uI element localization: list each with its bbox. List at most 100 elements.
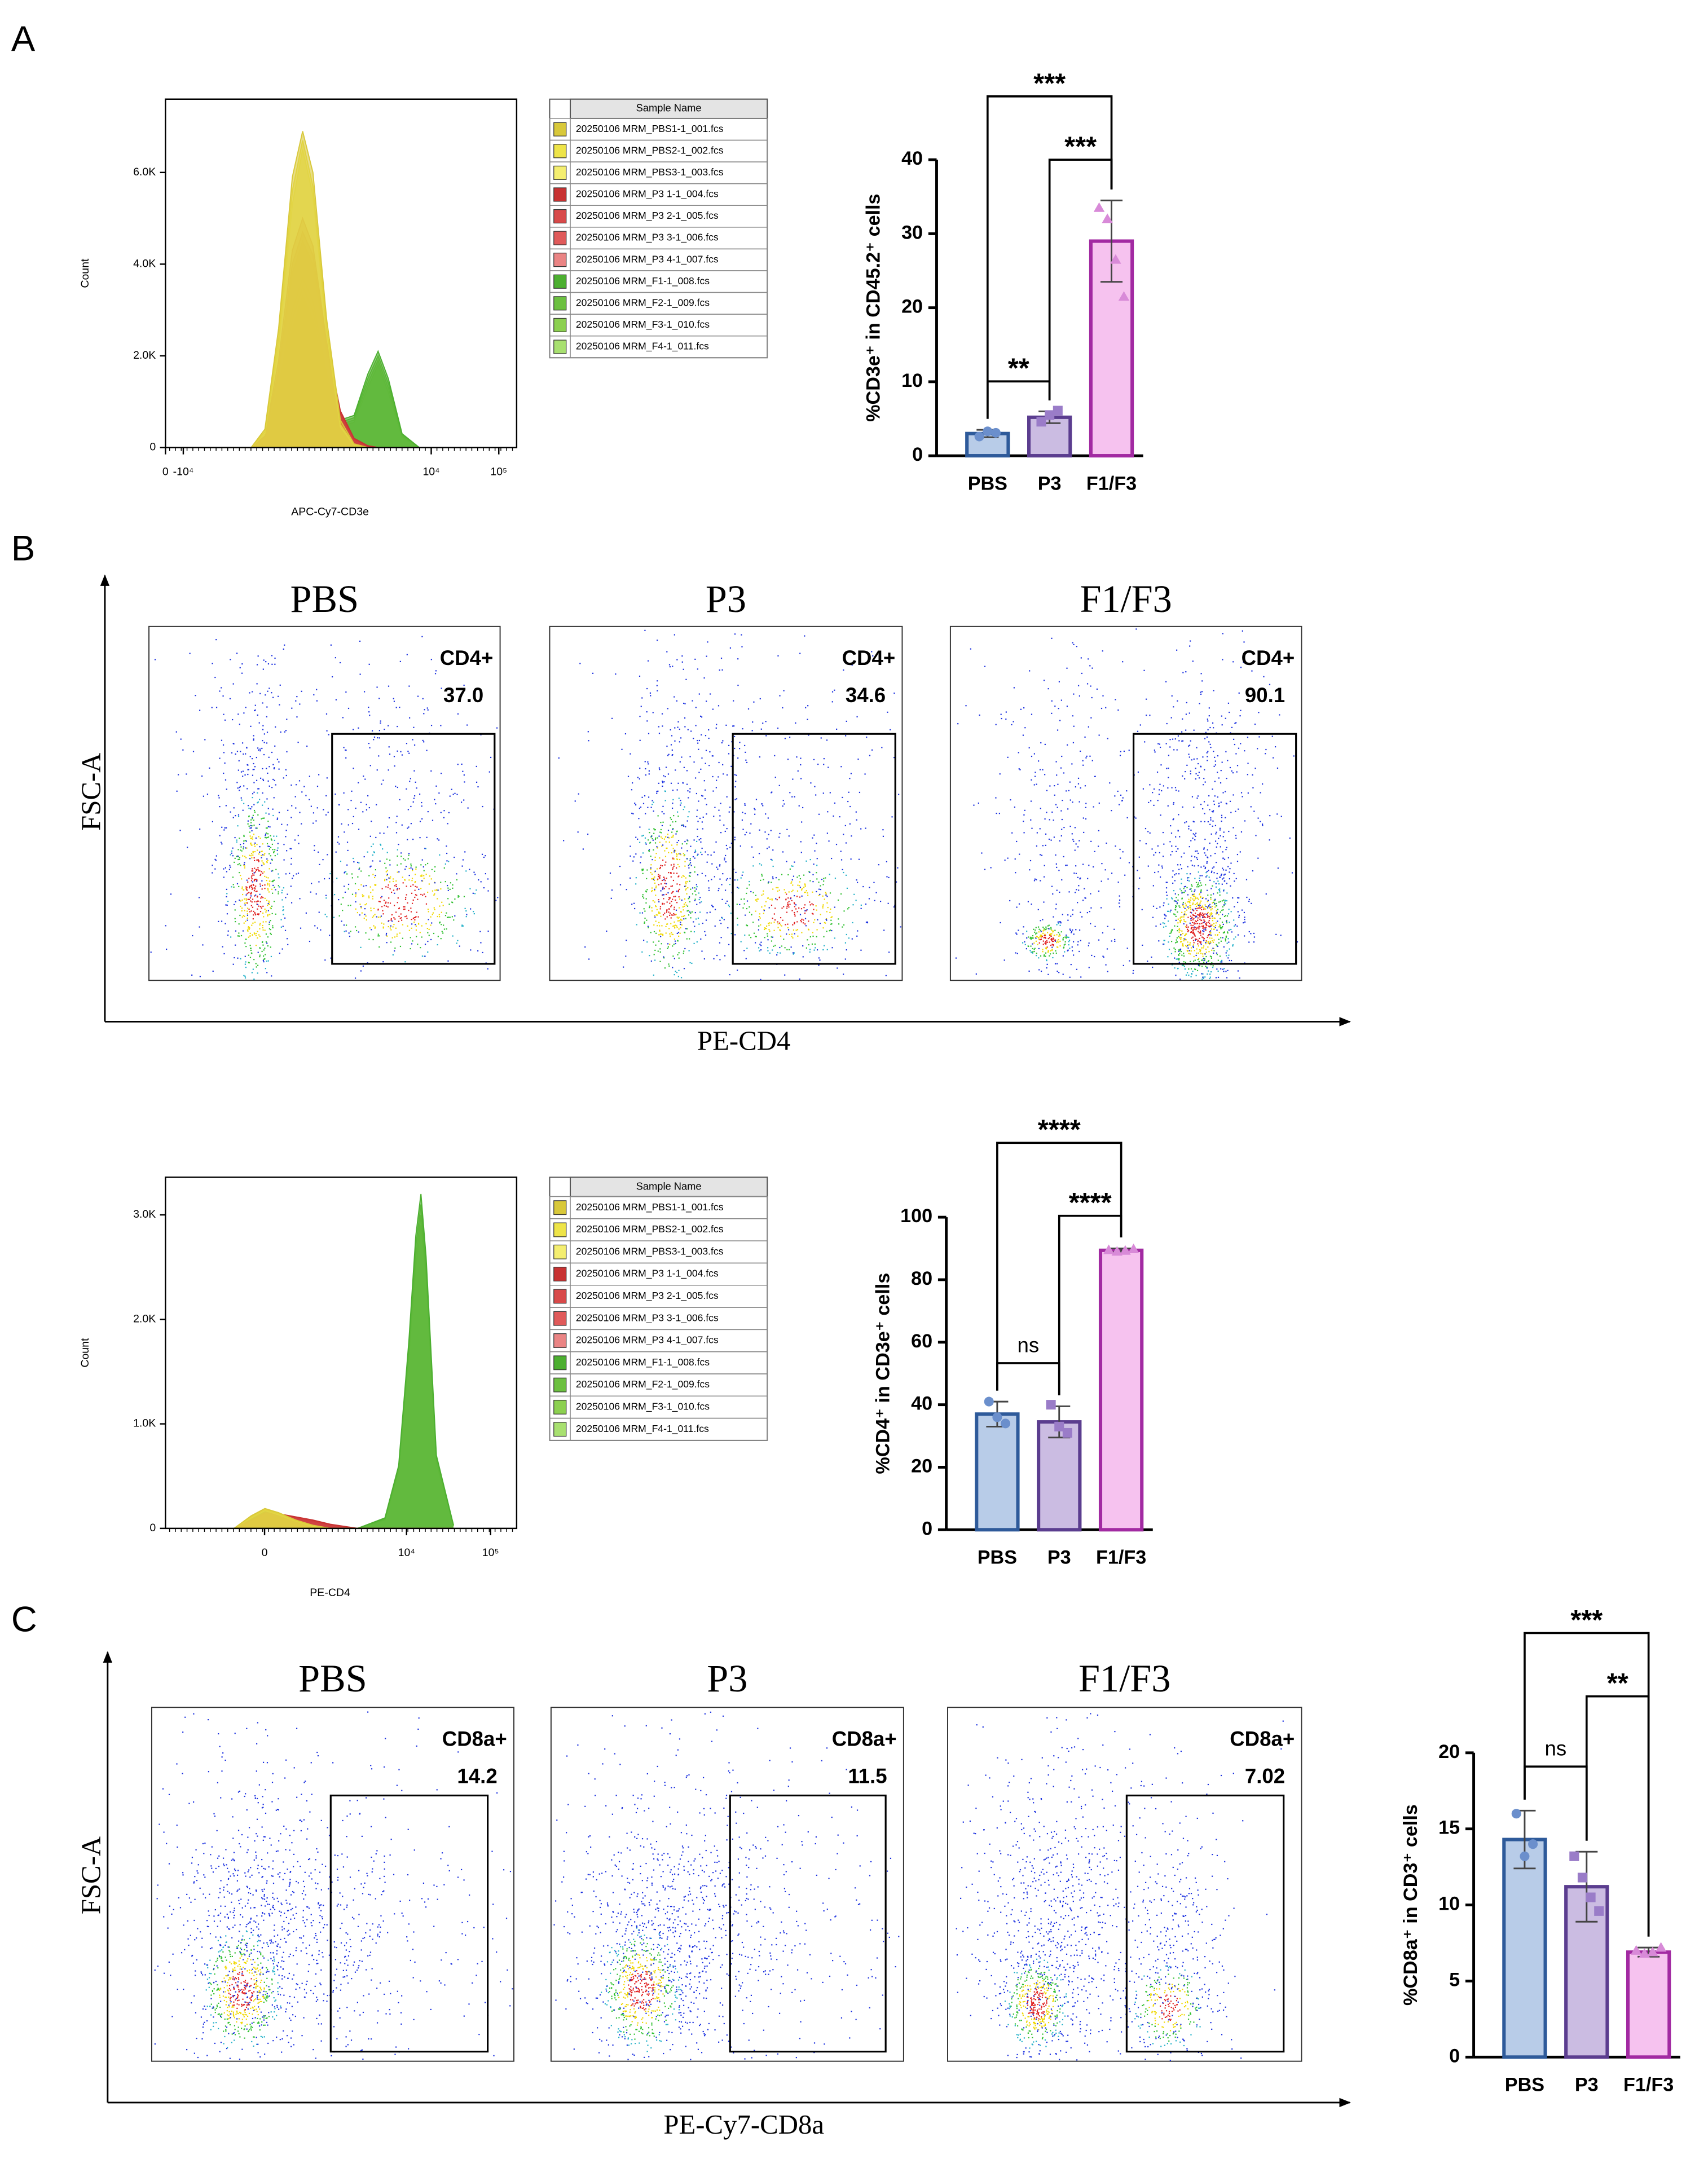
event-dot (253, 735, 254, 737)
event-dot (646, 688, 648, 690)
event-dot (633, 902, 635, 904)
event-dot (267, 780, 269, 782)
event-dot (223, 876, 224, 878)
event-dot (221, 1960, 223, 1962)
event-dot (1051, 712, 1053, 714)
event-dot (285, 774, 287, 777)
event-dot (421, 818, 423, 819)
event-dot (268, 785, 270, 787)
event-dot (1193, 807, 1195, 808)
event-dot (692, 856, 694, 858)
event-dot (1247, 763, 1249, 764)
event-dot (698, 748, 699, 750)
event-dot (404, 916, 406, 918)
event-dot (689, 788, 691, 790)
event-dot (389, 881, 391, 883)
event-dot (255, 935, 257, 937)
event-dot (247, 898, 249, 900)
event-dot (675, 909, 677, 911)
event-dot (776, 954, 778, 956)
event-dot (290, 817, 292, 818)
event-dot (823, 764, 825, 765)
event-dot (397, 902, 398, 904)
event-dot (1173, 749, 1175, 751)
event-dot (642, 896, 644, 897)
event-dot (1196, 927, 1198, 929)
event-dot (1182, 905, 1184, 906)
event-dot (262, 779, 265, 782)
event-dot (435, 670, 437, 672)
event-dot (660, 829, 662, 831)
event-dot (248, 962, 250, 964)
event-dot (272, 814, 274, 817)
event-dot (657, 879, 658, 881)
event-dot (1186, 873, 1188, 875)
event-dot (237, 1973, 239, 1975)
event-dot (435, 803, 437, 805)
event-dot (759, 913, 761, 915)
event-dot (1206, 875, 1208, 876)
event-dot (1207, 849, 1208, 851)
event-dot (1176, 749, 1178, 751)
event-dot (360, 884, 362, 885)
event-dot (650, 867, 651, 869)
event-dot (244, 856, 246, 857)
event-dot (771, 899, 773, 901)
event-dot (187, 847, 188, 848)
event-dot (246, 879, 248, 881)
event-dot (694, 898, 696, 900)
event-dot (1250, 933, 1252, 935)
event-dot (378, 946, 380, 948)
event-dot (219, 1913, 222, 1914)
event-dot (1073, 954, 1075, 956)
event-dot (1199, 894, 1200, 896)
event-dot (816, 878, 818, 880)
event-dot (1011, 832, 1013, 834)
event-dot (219, 757, 221, 759)
event-dot (685, 904, 687, 906)
event-dot (1038, 969, 1040, 971)
event-dot (681, 876, 683, 878)
event-dot (664, 850, 666, 852)
event-dot (1088, 945, 1089, 946)
event-dot (390, 891, 393, 893)
event-dot (386, 879, 388, 880)
event-dot (719, 878, 721, 880)
event-dot (243, 975, 245, 976)
event-dot (734, 934, 736, 936)
event-dot (1179, 979, 1181, 980)
event-dot (225, 904, 227, 906)
event-dot (1210, 912, 1212, 914)
event-dot (721, 898, 723, 900)
event-dot (355, 896, 356, 897)
event-dot (443, 810, 445, 812)
event-dot (262, 927, 263, 929)
event-dot (343, 924, 345, 926)
event-dot (639, 739, 641, 741)
event-dot (781, 874, 783, 875)
event-dot (690, 865, 692, 866)
event-dot (676, 932, 678, 935)
event-dot (788, 835, 790, 837)
event-dot (672, 803, 673, 804)
event-dot (730, 842, 732, 844)
event-dot (270, 929, 271, 931)
event-dot (1207, 719, 1208, 720)
event-dot (1045, 943, 1047, 945)
event-dot (1183, 923, 1185, 925)
event-dot (465, 916, 467, 918)
event-dot (786, 905, 788, 907)
event-dot (646, 941, 648, 943)
event-dot (1197, 939, 1199, 941)
event-dot (1196, 952, 1198, 954)
event-dot (417, 898, 419, 900)
event-dot (1178, 936, 1179, 937)
event-dot (733, 700, 734, 702)
event-dot (767, 882, 769, 884)
event-dot (1197, 940, 1199, 942)
event-dot (252, 836, 253, 838)
event-dot (428, 883, 430, 885)
event-dot (402, 882, 404, 884)
event-dot (362, 894, 363, 896)
event-dot (230, 1993, 231, 1995)
